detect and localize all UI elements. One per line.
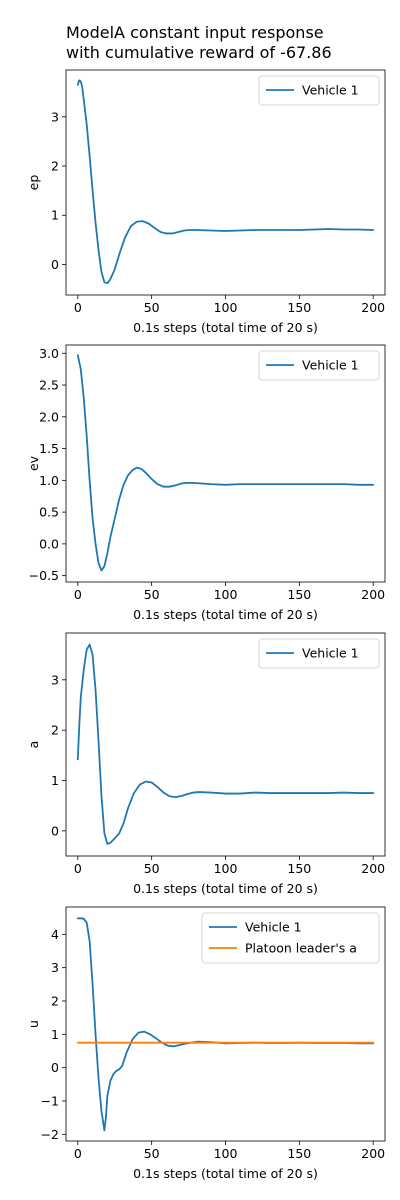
ep-y-tick-label: 1 bbox=[51, 208, 59, 223]
u-y-tick-label: 0 bbox=[51, 1060, 59, 1075]
figure-title-line-1: ModelA constant input response bbox=[66, 23, 324, 42]
a-legend: Vehicle 1 bbox=[258, 638, 380, 669]
a-y-tick-label: 0 bbox=[51, 823, 59, 838]
ev-x-tick-label: 0 bbox=[74, 587, 82, 602]
u-legend-label: Vehicle 1 bbox=[245, 920, 302, 935]
u-y-tick-label: −2 bbox=[41, 1127, 59, 1142]
ep-legend: Vehicle 1 bbox=[258, 75, 380, 106]
a-y-axis-label: a bbox=[26, 741, 41, 749]
ep-x-tick-label: 200 bbox=[361, 300, 385, 315]
ev-y-tick-label: −0.5 bbox=[29, 568, 59, 583]
a-plot-area bbox=[76, 643, 375, 845]
a-x-axis-label: 0.1s steps (total time of 20 s) bbox=[133, 881, 318, 896]
u-legend-label: Platoon leader's a bbox=[245, 941, 357, 956]
ev-y-tick-label: 1.0 bbox=[39, 473, 59, 488]
ev-y-tick-label: 0.5 bbox=[39, 505, 59, 520]
u-x-axis-label: 0.1s steps (total time of 20 s) bbox=[133, 1166, 318, 1181]
u-y-tick-label: 2 bbox=[51, 994, 59, 1009]
u-y-axis-label: u bbox=[26, 1020, 41, 1028]
ep-x-tick-label: 150 bbox=[287, 300, 311, 315]
ep-y-tick-label: 0 bbox=[51, 257, 59, 272]
subplot-u: 0 50 100 150 200 −2 −1 0 1 2 3 4 0.1s steps (total t… bbox=[26, 906, 386, 1181]
ep-y-axis-label: ep bbox=[26, 175, 41, 191]
u-y-tick-label: 3 bbox=[51, 960, 59, 975]
u-x-tick-label: 50 bbox=[144, 1146, 160, 1161]
a-x-tick-label: 0 bbox=[74, 861, 82, 876]
ev-y-tick-label: 0.0 bbox=[39, 536, 59, 551]
ev-axes-frame bbox=[65, 344, 386, 583]
figure-title-line-2: with cumulative reward of -67.86 bbox=[66, 43, 332, 62]
ev-x-tick-label: 100 bbox=[214, 587, 238, 602]
ev-y-tick-label: 3.0 bbox=[39, 346, 59, 361]
u-x-tick-label: 200 bbox=[361, 1146, 385, 1161]
u-x-tick-label: 150 bbox=[287, 1146, 311, 1161]
ep-x-tick-label: 50 bbox=[144, 300, 160, 315]
a-series-vehicle-1-line bbox=[76, 643, 375, 845]
ev-y-tick-label: 2.5 bbox=[39, 378, 59, 393]
ep-legend-box bbox=[258, 75, 380, 106]
subplot-ev: 0 50 100 150 200 −0.5 0.0 0.5 1.0 1.5 2.0 2.5 3.0 0.1… bbox=[26, 344, 386, 622]
ev-x-tick-label: 50 bbox=[144, 587, 160, 602]
a-x-tick-label: 200 bbox=[361, 861, 385, 876]
a-legend-box bbox=[258, 638, 380, 669]
a-legend-label: Vehicle 1 bbox=[302, 646, 359, 661]
ev-plot-area bbox=[76, 354, 375, 572]
ev-series-vehicle-1-line bbox=[76, 354, 375, 572]
ev-legend-box bbox=[258, 350, 380, 381]
u-plot-area bbox=[76, 917, 375, 1132]
ep-x-axis-label: 0.1s steps (total time of 20 s) bbox=[133, 320, 318, 335]
subplot-ep: 0 50 100 150 200 0 1 2 3 0.1s steps (total time o… bbox=[26, 69, 386, 335]
u-legend-box bbox=[201, 912, 380, 964]
ep-legend-label: Vehicle 1 bbox=[302, 83, 359, 98]
u-y-tick-label: 4 bbox=[51, 927, 59, 942]
a-x-tick-label: 150 bbox=[287, 861, 311, 876]
u-x-tick-label: 100 bbox=[214, 1146, 238, 1161]
ev-y-tick-label: 1.5 bbox=[39, 441, 59, 456]
ep-y-tick-label: 3 bbox=[51, 109, 59, 124]
ep-x-tick-label: 0 bbox=[74, 300, 82, 315]
u-y-tick-label: −1 bbox=[41, 1094, 59, 1109]
a-x-tick-label: 100 bbox=[214, 861, 238, 876]
u-y-tick-label: 1 bbox=[51, 1027, 59, 1042]
a-y-tick-label: 3 bbox=[51, 672, 59, 687]
ev-legend: Vehicle 1 bbox=[258, 350, 380, 381]
ep-y-tick-label: 2 bbox=[51, 159, 59, 174]
a-x-tick-label: 50 bbox=[144, 861, 160, 876]
subplot-a: 0 50 100 150 200 0 1 2 3 0.1s steps (total time o… bbox=[26, 632, 386, 896]
ep-series-vehicle-1-line bbox=[76, 79, 375, 285]
a-y-tick-label: 1 bbox=[51, 773, 59, 788]
u-legend: Vehicle 1 Platoon leader's a bbox=[201, 912, 380, 964]
ev-x-tick-label: 200 bbox=[361, 587, 385, 602]
ev-legend-label: Vehicle 1 bbox=[302, 358, 359, 373]
u-x-tick-label: 0 bbox=[74, 1146, 82, 1161]
ev-y-tick-label: 2.0 bbox=[39, 409, 59, 424]
ev-x-tick-label: 150 bbox=[287, 587, 311, 602]
ep-x-tick-label: 100 bbox=[214, 300, 238, 315]
ev-x-axis-label: 0.1s steps (total time of 20 s) bbox=[133, 607, 318, 622]
ev-y-axis-label: ev bbox=[26, 455, 41, 471]
a-y-tick-label: 2 bbox=[51, 723, 59, 738]
ep-plot-area bbox=[76, 79, 375, 285]
